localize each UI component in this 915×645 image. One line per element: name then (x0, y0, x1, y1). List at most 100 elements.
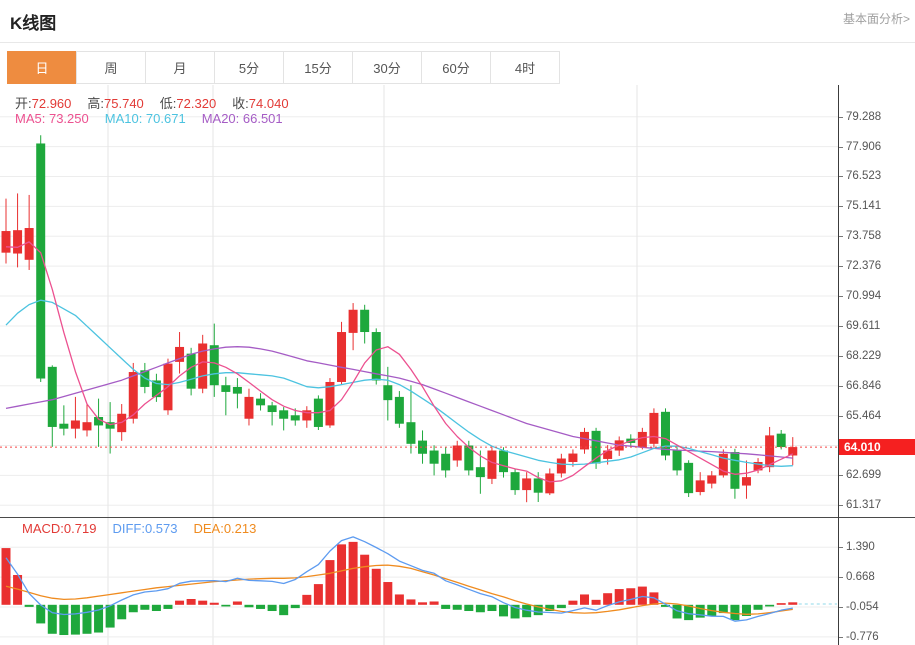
candle[interactable] (36, 135, 46, 382)
candle[interactable] (510, 468, 520, 495)
candle-body (94, 417, 104, 426)
candle[interactable] (221, 376, 231, 416)
period-tabbar: 日周月 5分 15分 30分 60分 4时 (7, 51, 560, 84)
tab-period-6[interactable]: 60分 (421, 51, 491, 84)
candle[interactable] (267, 401, 277, 426)
readout-pair: 高:75.740 (87, 96, 144, 111)
candle[interactable] (695, 472, 705, 496)
candle[interactable] (684, 460, 694, 498)
macd-bar (151, 604, 161, 612)
macd-bar (70, 604, 80, 635)
candle[interactable] (47, 365, 57, 447)
axis-label: 66.846 (846, 380, 882, 392)
candle[interactable] (232, 378, 242, 409)
candle[interactable] (568, 449, 578, 467)
candle[interactable] (1, 198, 11, 264)
candlestick-chart[interactable] (0, 85, 838, 517)
macd-bar (1, 548, 11, 605)
tab-period-7[interactable]: 4时 (490, 51, 560, 84)
y-axis-line (838, 85, 839, 645)
candle[interactable] (418, 430, 428, 464)
candle[interactable] (499, 447, 509, 478)
candle[interactable] (580, 427, 589, 454)
axis-label: -0.054 (846, 601, 879, 613)
candle-body (741, 477, 751, 486)
candle[interactable] (105, 402, 115, 454)
candle[interactable] (290, 408, 300, 426)
candle[interactable] (464, 440, 474, 476)
candle[interactable] (94, 398, 104, 447)
candle[interactable] (741, 460, 751, 499)
candle-body (302, 410, 312, 421)
candle[interactable] (660, 408, 670, 461)
candle[interactable] (429, 445, 439, 476)
candle[interactable] (672, 447, 682, 476)
candle[interactable] (24, 194, 34, 270)
axis-tick (839, 607, 843, 608)
candle[interactable] (302, 406, 312, 428)
candle[interactable] (151, 373, 161, 402)
fundamental-analysis-link[interactable]: 基本面分析> (842, 12, 910, 26)
axis-label: 65.464 (846, 410, 882, 422)
tab-period-5[interactable]: 30分 (352, 51, 422, 84)
macd-bar (59, 604, 69, 636)
candle[interactable] (441, 447, 451, 478)
candle[interactable] (82, 404, 92, 437)
candle-body (568, 453, 578, 462)
candle[interactable] (209, 323, 219, 397)
candle-body (348, 309, 358, 333)
tab-period-3[interactable]: 5分 (214, 51, 284, 84)
candle[interactable] (707, 471, 717, 489)
candle[interactable] (522, 472, 532, 503)
axis-tick (839, 386, 843, 387)
axis-label: 61.317 (846, 499, 882, 511)
candle[interactable] (348, 303, 358, 351)
candle[interactable] (788, 437, 798, 466)
candle[interactable] (753, 458, 763, 474)
candle[interactable] (452, 440, 462, 467)
candle[interactable] (556, 453, 566, 478)
candle[interactable] (198, 334, 208, 394)
candle-body (105, 422, 115, 429)
candle-body (718, 453, 728, 476)
macd-bar (24, 604, 34, 607)
macd-bar (140, 604, 150, 610)
tab-period-0[interactable]: 日 (7, 51, 77, 84)
candle[interactable] (406, 385, 416, 454)
candle[interactable] (371, 328, 381, 385)
candle[interactable] (718, 449, 728, 478)
candle[interactable] (360, 304, 370, 344)
candle[interactable] (256, 393, 266, 411)
candle[interactable] (70, 396, 80, 439)
macd-chart[interactable] (0, 517, 838, 645)
candle-body (429, 450, 439, 464)
ma-readout: MA5: 73.250 MA10: 70.671 MA20: 66.501 (15, 111, 299, 126)
macd-bar (580, 594, 589, 605)
candle[interactable] (394, 391, 404, 428)
macd-bar (776, 603, 786, 605)
candle[interactable] (175, 332, 185, 374)
candle[interactable] (487, 447, 497, 485)
candle[interactable] (244, 388, 254, 426)
macd-bar (522, 604, 532, 618)
candle-body (221, 385, 231, 392)
candle[interactable] (13, 193, 23, 268)
tab-period-2[interactable]: 月 (145, 51, 215, 84)
candle[interactable] (279, 407, 289, 431)
diff-line (5, 536, 793, 622)
ma10-line (5, 299, 793, 467)
axis-tick (839, 637, 843, 638)
candle[interactable] (475, 450, 485, 494)
candle[interactable] (128, 362, 138, 424)
candle-body (198, 343, 208, 389)
candle[interactable] (59, 405, 69, 436)
candle[interactable] (776, 429, 786, 450)
readout-pair: MA5: 73.250 (15, 111, 89, 126)
candle[interactable] (186, 347, 196, 396)
candle[interactable] (533, 472, 543, 502)
candle[interactable] (637, 427, 647, 450)
tab-period-4[interactable]: 15分 (283, 51, 353, 84)
candle[interactable] (649, 408, 659, 448)
tab-period-1[interactable]: 周 (76, 51, 146, 84)
candle[interactable] (337, 321, 347, 385)
